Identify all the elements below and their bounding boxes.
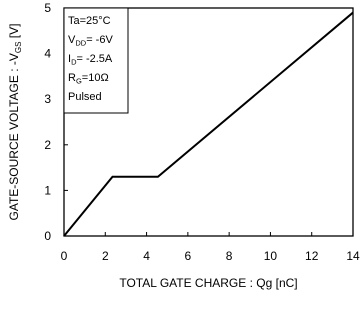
plot-area-frame (63, 7, 354, 237)
y-tick-label: 1 (44, 183, 51, 197)
y-tick-label: 3 (44, 92, 51, 106)
y-tick-label: 4 (44, 47, 51, 61)
x-axis-ticks: 0 2 4 6 8 10 12 14 (61, 232, 360, 263)
conditions-legend-box (63, 7, 129, 114)
y-tick-label: 5 (44, 1, 51, 15)
y-axis-title-unit: [V] (7, 24, 21, 42)
condition-value: = -2.5A (76, 53, 112, 65)
condition-line: Pulsed (68, 91, 102, 103)
x-tick-label: 10 (264, 249, 278, 263)
x-tick-label: 12 (305, 249, 319, 263)
x-tick-label: 2 (102, 249, 109, 263)
y-tick-label: 0 (44, 229, 51, 243)
condition-value: =10Ω (82, 72, 109, 84)
condition-subscript: G (76, 77, 82, 86)
x-tick-label: 0 (61, 249, 68, 263)
condition-subscript: DD (75, 39, 86, 48)
y-axis-title: GATE-SOURCE VOLTAGE : -VGS [V] (7, 24, 23, 221)
x-axis-title: TOTAL GATE CHARGE : Qg [nC] (119, 276, 297, 290)
series-layer (63, 11, 354, 237)
condition-line: Ta=25°C (68, 15, 111, 27)
y-axis-title-main: GATE-SOURCE VOLTAGE : -V (7, 53, 21, 220)
x-tick-label: 6 (185, 249, 192, 263)
y-axis-title-subscript: GS (14, 42, 23, 54)
condition-symbol: Ta=25°C (68, 15, 111, 27)
gate-charge-curve (63, 11, 354, 237)
condition-line: RG=10Ω (68, 72, 109, 86)
condition-symbol: Pulsed (68, 91, 102, 103)
condition-symbol: R (68, 72, 76, 84)
condition-line: ID= -2.5A (68, 53, 113, 67)
condition-subscript: D (71, 58, 77, 67)
x-tick-label: 8 (226, 249, 233, 263)
condition-line: VDD= -6V (68, 34, 113, 48)
x-tick-label: 14 (346, 249, 360, 263)
condition-symbol: V (68, 34, 76, 46)
x-tick-label: 4 (143, 249, 150, 263)
y-tick-label: 2 (44, 138, 51, 152)
condition-symbol: I (68, 53, 71, 65)
condition-value: = -6V (86, 34, 113, 46)
